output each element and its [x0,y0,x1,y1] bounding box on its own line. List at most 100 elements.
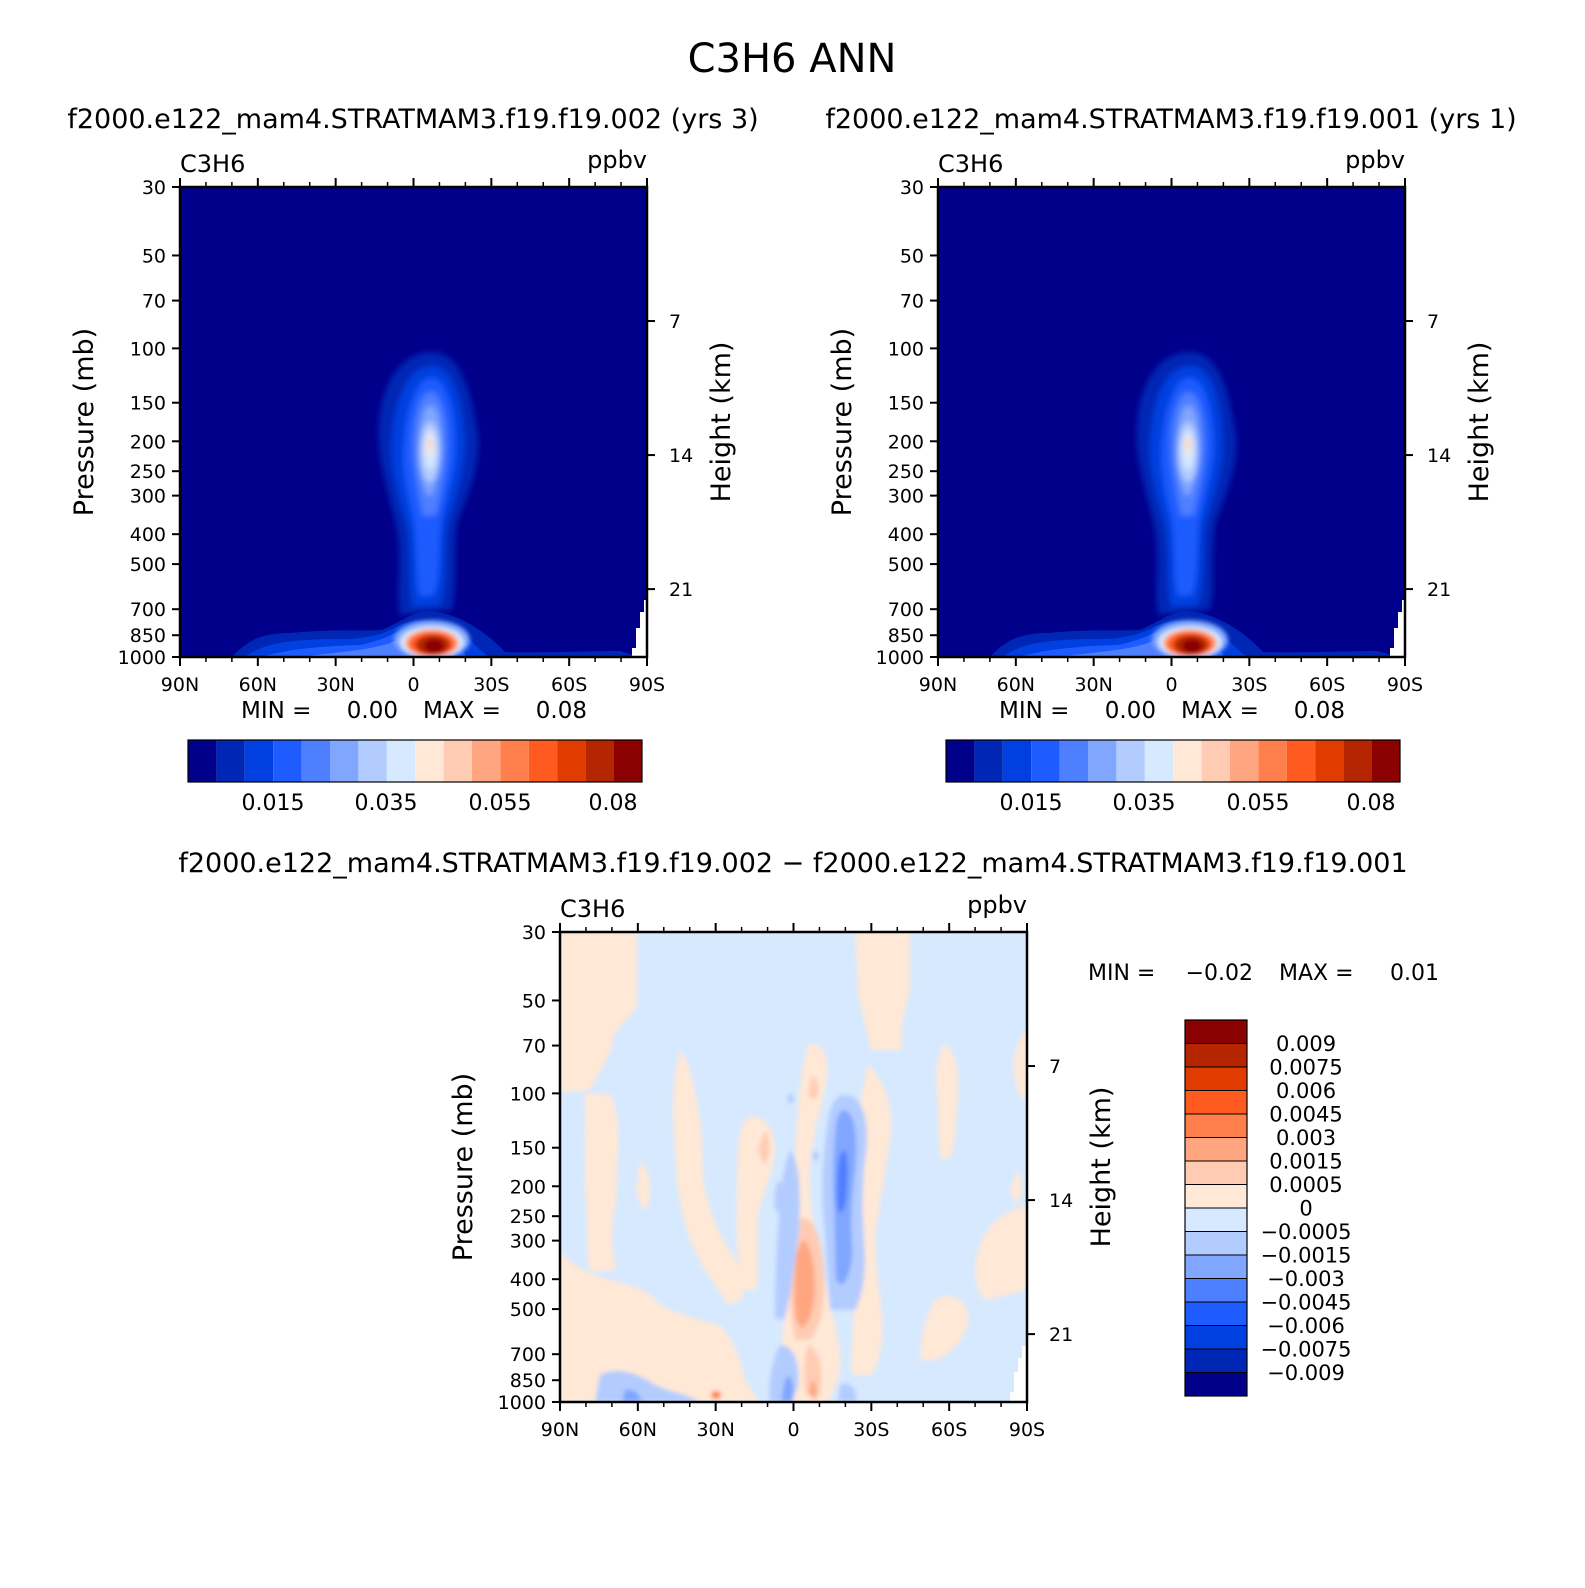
diff-colorbar-separators [1185,1043,1247,1373]
diff-colorbar-label-1: 0.0075 [1269,1056,1342,1080]
case1-contour-p9 [428,438,432,450]
y-tick-label: 100 [130,338,166,360]
height-tick-label: 21 [1427,579,1451,601]
diff-colorbar-box-12 [1185,1302,1247,1326]
case1-colorbar-box-9 [443,740,472,782]
main-title: C3H6 ANN [688,36,897,82]
diff-colorbar-box-6 [1185,1161,1247,1185]
x-tick-label: 0 [1165,674,1177,696]
panel-case2-surface-max [1152,620,1228,657]
diff-colorbar-label-4: 0.003 [1276,1126,1336,1150]
panel-diff-axes: 3050701001502002503004005007008501000211… [498,922,1074,1441]
case1-max-value: 0.08 [536,698,587,724]
case1-colorbar-box-2 [244,740,274,782]
case2-colorbar-box-5 [1088,740,1117,782]
x-tick-label: 30N [1074,674,1112,696]
x-tick-label: 60S [1309,674,1345,696]
diff-colorbar-box-2 [1185,1067,1247,1091]
diff-pos-right-low [920,1296,969,1360]
y-tick-label: 1000 [876,647,924,669]
diff-neg1-top-spot [787,1093,794,1104]
diff-colorbar-label-0: 0.009 [1276,1032,1336,1056]
x-tick-label: 30N [316,674,354,696]
diff-min-label: MIN = [1088,961,1155,986]
case2-colorbar-box-10 [1230,740,1259,782]
diff-pos2-bottom-spot [804,1345,822,1395]
y-tick-label: 500 [888,554,924,576]
case1-colorbar-box-14 [585,740,614,782]
diff-pos-right-top [855,932,910,1050]
y-tick-label: 70 [142,291,166,313]
y-tick-label: 850 [888,625,924,647]
y-tick-label: 30 [900,177,924,199]
case2-colorbar-label-3: 0.08 [1347,791,1396,816]
y-tick-label: 500 [510,1299,546,1321]
y-tick-label: 150 [510,1138,546,1160]
case2-min-label: MIN = [999,698,1069,724]
diff-ylabel: Pressure (mb) [448,1073,479,1261]
case2-max-label: MAX = [1181,698,1259,724]
y-tick-label: 200 [888,431,924,453]
y-tick-label: 850 [130,625,166,647]
diff-colorbar-box-3 [1185,1090,1247,1114]
case2-contour-p9 [1186,438,1190,450]
diff-pos3-column [794,1240,815,1328]
diff-neg2-surface-center [782,1375,794,1402]
y-tick-label: 700 [510,1344,546,1366]
case1-colorbar-box-8 [415,740,444,782]
case1-colorbar-box-12 [528,740,558,782]
diff-colorbar-box-4 [1185,1114,1247,1138]
diff-colorbar: 0.009 0.0075 0.006 0.0045 0.003 0.0015 0… [1184,1019,1352,1397]
case1-min-value: 0.00 [347,698,398,724]
case1-ylabel-right: Height (km) [706,342,737,503]
y-tick-label: 100 [510,1083,546,1105]
panel-case1-plume [378,352,479,615]
y-tick-label: 300 [130,486,166,508]
diff-max-label: MAX = [1279,961,1354,986]
case2-colorbar-box-0 [946,740,975,782]
case2-colorbar-box-4 [1059,740,1088,782]
x-tick-label: 0 [787,1419,799,1441]
x-tick-label: 30S [1231,674,1267,696]
panel-case2-axes: 3050701001502002503004005007008501000211… [876,177,1452,696]
case1-colorbar-label-0: 0.015 [242,791,305,816]
diff-neg1-surface-left [595,1370,700,1402]
diff-missing-topography [1010,1346,1027,1402]
height-tick-label: 7 [1049,1056,1061,1078]
diff-colorbar-label-6: 0.0005 [1269,1173,1342,1197]
diff-min-value: −0.02 [1186,961,1253,986]
diff-colorbar-label-7: 0 [1299,1197,1312,1221]
case1-colorbar-box-0 [188,740,217,782]
case2-max-value: 0.08 [1294,698,1345,724]
case2-colorbar-outline [945,739,1401,783]
case1-colorbar-box-5 [330,740,359,782]
case2-colorbar-box-3 [1031,740,1060,782]
panel-difference: 3050701001502002503004005007008501000211… [448,891,1439,1441]
diff-colorbar-box-9 [1185,1231,1247,1255]
case2-colorbar: 0.015 0.035 0.055 0.08 [945,739,1401,816]
diff-colorbar-box-8 [1185,1208,1247,1232]
x-tick-label: 90S [1009,1419,1045,1441]
x-tick-label: 30N [696,1419,734,1441]
case1-units-label: ppbv [587,146,647,174]
y-tick-label: 200 [130,431,166,453]
diff-neg3-main-core [836,1150,848,1213]
panel-case2: 3050701001502002503004005007008501000211… [827,146,1495,816]
height-tick-label: 14 [1049,1190,1073,1212]
y-tick-label: 30 [522,922,546,944]
diff-pos-right-edge [974,1205,1027,1300]
case2-colorbar-label-2: 0.055 [1227,791,1290,816]
diff-pos-left-mid [636,1160,650,1210]
case2-colorbar-box-13 [1315,740,1344,782]
diff-colorbar-box-15 [1185,1372,1247,1396]
diff-colorbar-box-11 [1185,1278,1247,1302]
case1-colorbar-box-4 [301,740,330,782]
diff-ylabel-right: Height (km) [1086,1087,1117,1248]
x-tick-label: 30S [853,1419,889,1441]
panel-case2-plume [1136,352,1237,615]
case2-colorbar-box-9 [1201,740,1230,782]
x-tick-label: 90N [161,674,199,696]
diff-neg2-surface-left [622,1389,642,1402]
diff-colorbar-box-13 [1185,1325,1247,1349]
